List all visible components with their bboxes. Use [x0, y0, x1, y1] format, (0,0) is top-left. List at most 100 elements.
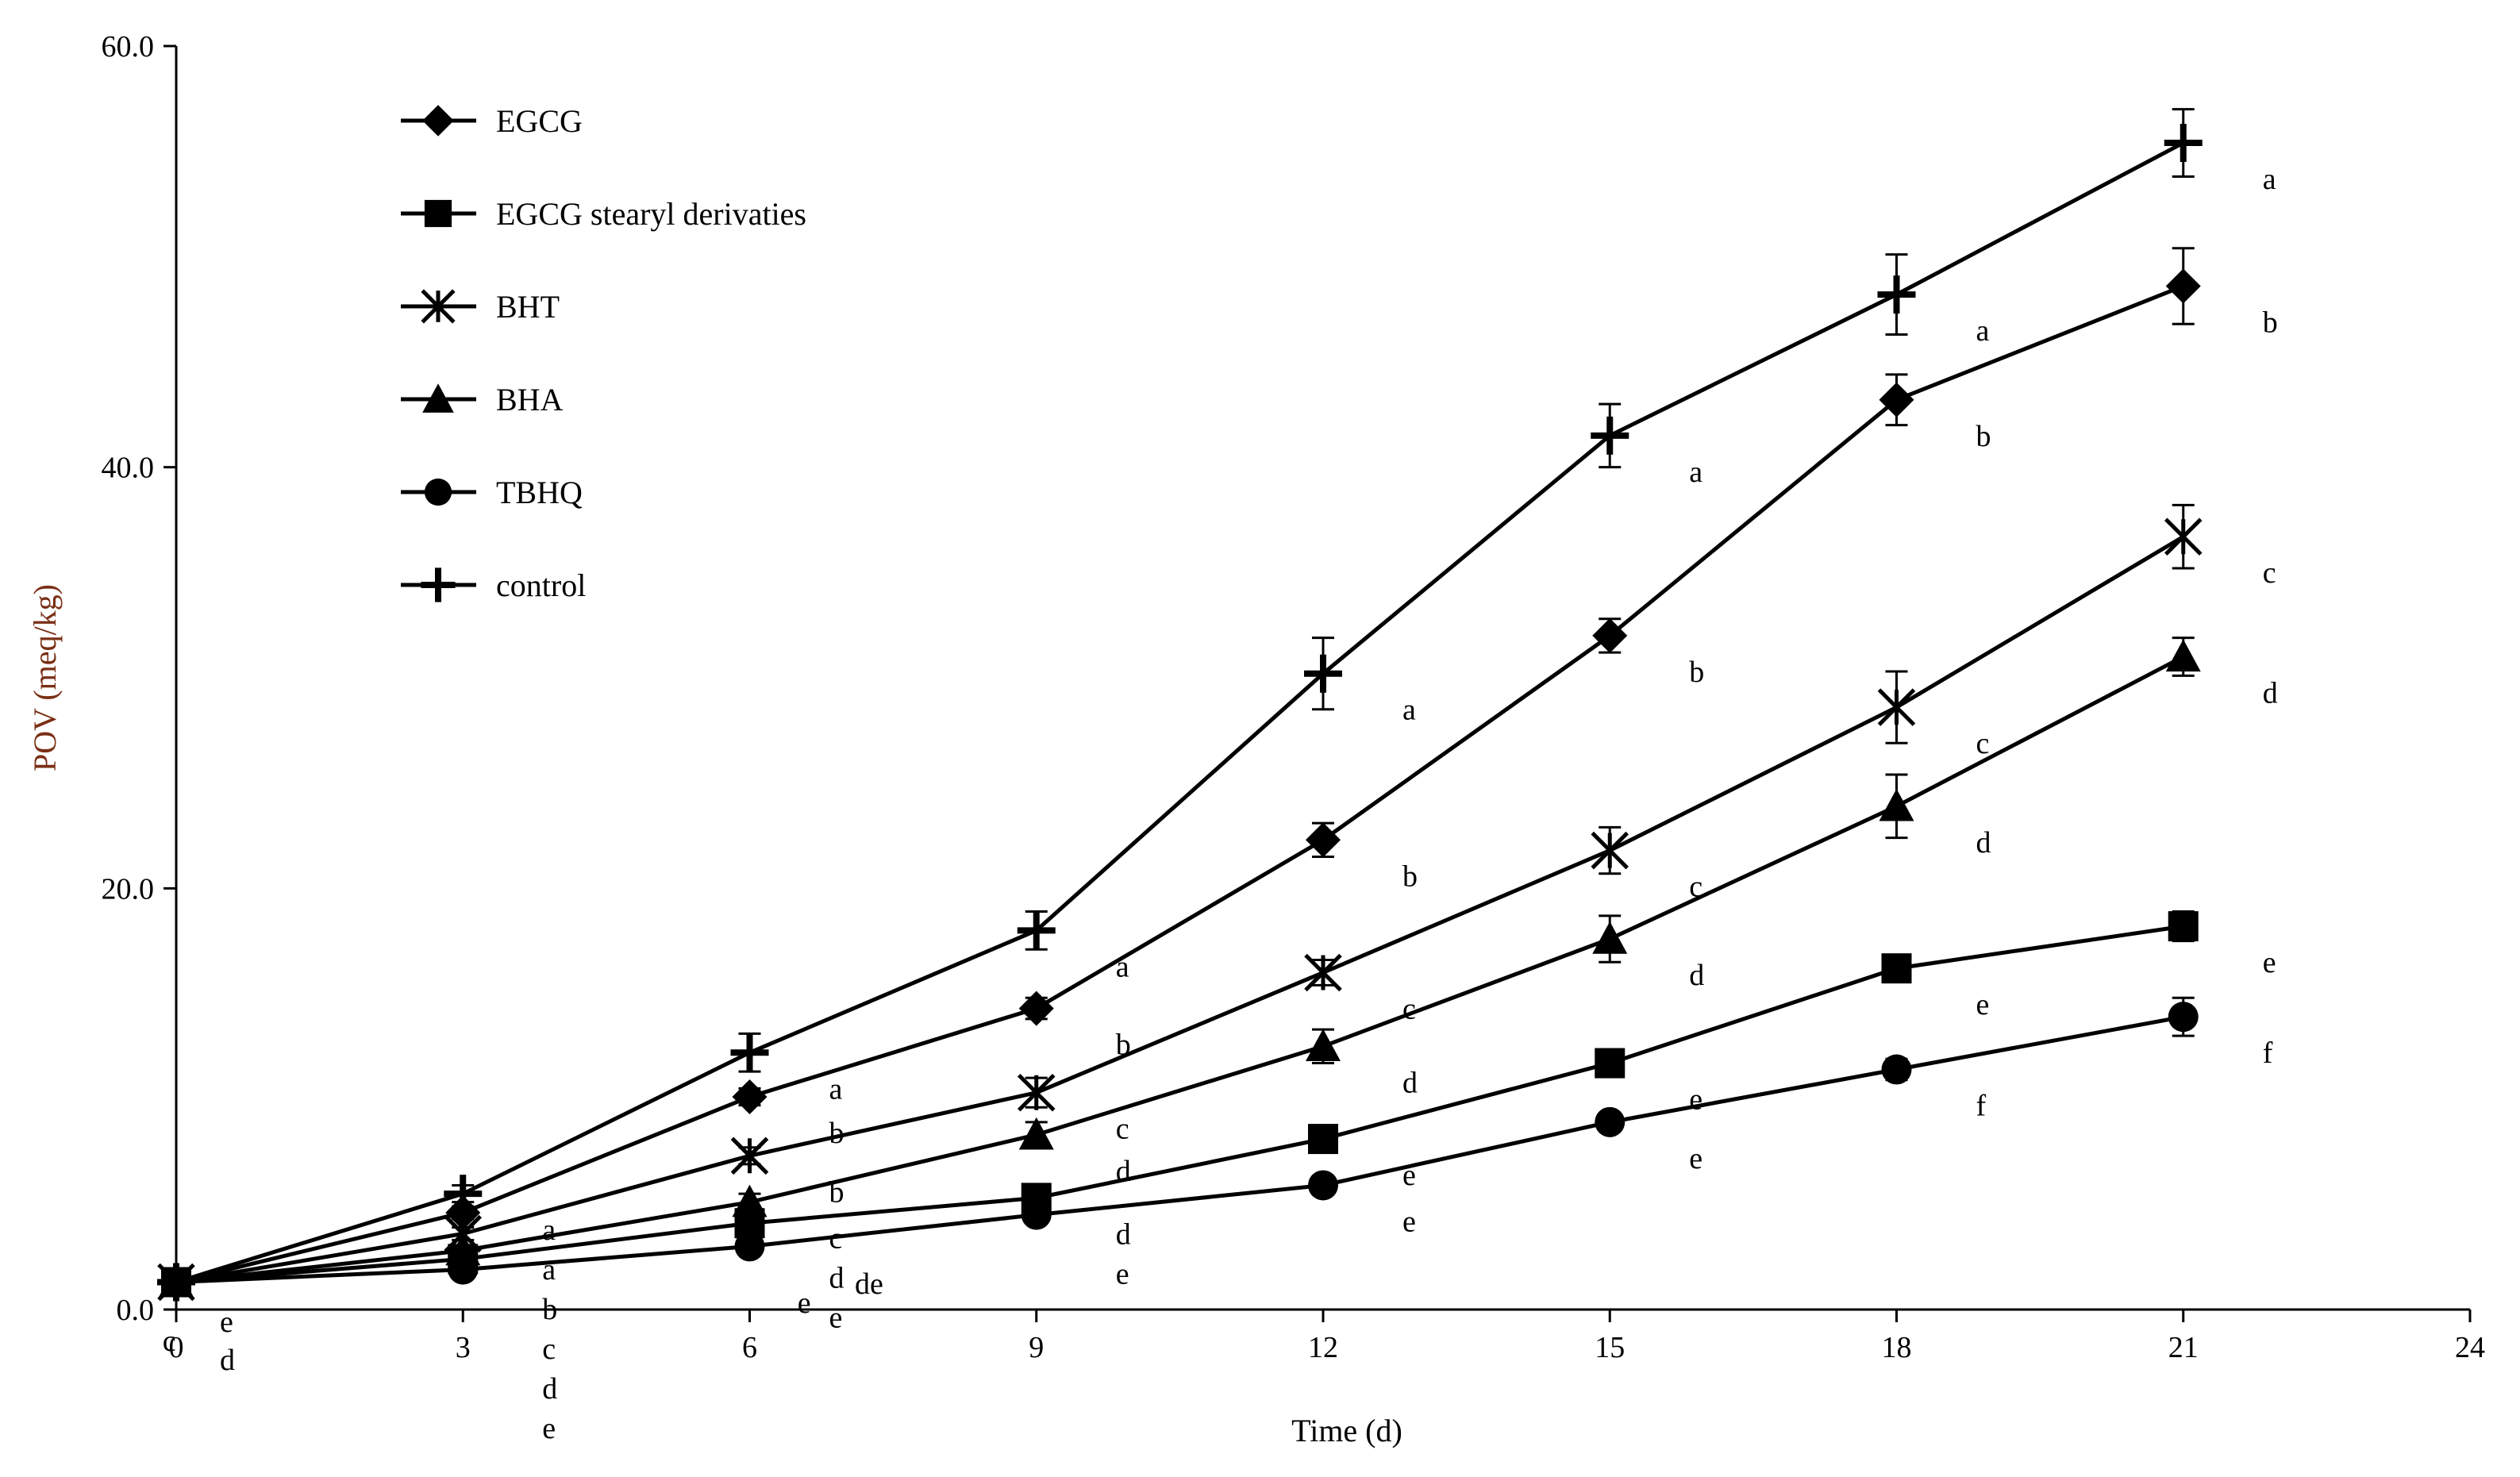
sig-label-s4-t6: f	[1976, 1090, 1987, 1123]
legend-marker-5	[421, 567, 456, 602]
sig-label-s5-t5: a	[1689, 456, 1702, 489]
sig-label-s4-t5: e	[1689, 1142, 1702, 1175]
y-axis-title: POV (meq/kg)	[27, 584, 63, 771]
series-2-point-2	[730, 1137, 769, 1175]
series-3-point-7	[2165, 639, 2201, 672]
series-5-point-3	[1017, 911, 1056, 950]
legend-marker-3	[422, 383, 454, 413]
sig-label-s1-t3: d	[1116, 1217, 1131, 1251]
series-3-point-6	[1879, 788, 1914, 821]
series-3-point-4	[1306, 1029, 1341, 1062]
x-tick-label-4: 12	[1308, 1331, 1338, 1364]
legend-label-3: BHA	[496, 382, 564, 417]
series-2-point-6	[1877, 688, 1916, 726]
series-2-line	[175, 535, 2185, 1284]
sig-label-s2-t6: c	[1976, 727, 1990, 760]
series-1-point-4	[1308, 1124, 1338, 1155]
y-tick-label-2: 40.0	[102, 452, 155, 485]
sig-label-s4-t7: f	[2263, 1037, 2273, 1070]
series-2-point-4	[1304, 953, 1342, 992]
legend-marker-1	[424, 199, 452, 228]
series-3-point-2	[732, 1184, 768, 1217]
series-4	[161, 996, 2199, 1298]
sig-label-s4-t3: e	[1116, 1257, 1129, 1290]
series-4-point-6	[1881, 1054, 1912, 1085]
legend-marker-0	[422, 105, 454, 137]
sig-label-s2-t2: b	[829, 1175, 844, 1209]
significance-labels: aabcdeabbcdeabcddeabcdeeabcdeeabcdefabcd…	[163, 163, 2278, 1445]
legend-item-3: BHA	[401, 382, 564, 417]
sig-label-s0-t3: b	[1116, 1029, 1131, 1062]
sig-label-s3-t6: d	[1976, 826, 1991, 860]
sig-label-s3-t4: d	[1402, 1066, 1418, 1099]
y-tick-label-0: 0.0	[117, 1294, 155, 1327]
extra-annotation-2: e	[220, 1306, 233, 1339]
sig-label-s3-t7: d	[2263, 676, 2278, 710]
legend-label-2: BHT	[496, 289, 560, 325]
sig-label-s3-t3: d	[1116, 1155, 1131, 1188]
sig-label-s5-t4: a	[1402, 694, 1416, 727]
series-4-point-1	[448, 1254, 479, 1285]
series-4-point-7	[2168, 1002, 2199, 1033]
sig-label-s0-t4: b	[1402, 860, 1418, 893]
series-0-point-5	[1592, 617, 1628, 653]
series-0-point-7	[2165, 268, 2201, 304]
legend-label-1: EGCG stearyl derivaties	[496, 196, 806, 232]
sig-label-s2-t7: c	[2263, 556, 2276, 590]
sig-label-s5-t7: a	[2263, 163, 2276, 196]
series-1-point-6	[1881, 953, 1912, 984]
legend-marker-4	[424, 478, 452, 506]
series-4-point-2	[734, 1231, 765, 1262]
series-0-point-4	[1306, 822, 1341, 858]
legend-item-5: control	[401, 567, 586, 603]
series-5-point-5	[1591, 416, 1629, 455]
series-3-point-5	[1592, 921, 1628, 954]
series-2-point-7	[2164, 517, 2203, 556]
x-tick-label-5: 15	[1595, 1331, 1625, 1364]
sig-label-s2-t4: c	[1402, 992, 1416, 1025]
y-tick-label-3: 60.0	[102, 30, 155, 63]
sig-label-s2-t5: c	[1689, 871, 1702, 904]
extra-annotation-4: d	[220, 1344, 235, 1377]
sig-label-s1-t6: e	[1976, 988, 1990, 1021]
legend-label-0: EGCG	[496, 103, 583, 139]
sig-label-s3-t1: c	[542, 1333, 556, 1366]
sig-label-s3-t2: c	[829, 1222, 843, 1256]
sig-label-s1-t2: d	[829, 1262, 844, 1295]
series-0-point-6	[1879, 382, 1914, 417]
sig-label-s0-t2: b	[829, 1117, 844, 1150]
extra-annotation-0: de	[855, 1267, 883, 1301]
series-2	[157, 503, 2203, 1302]
series-5-point-2	[730, 1033, 769, 1072]
legend-item-2: BHT	[401, 289, 560, 325]
sig-label-s5-t3: a	[1116, 950, 1129, 983]
sig-label-s2-t3: c	[1116, 1113, 1129, 1146]
legend-marker-2	[421, 289, 456, 324]
extra-annotation-1: e	[798, 1287, 811, 1320]
legend-label-4: TBHQ	[496, 475, 583, 510]
series-0-point-2	[732, 1079, 768, 1115]
series-3-point-3	[1018, 1117, 1054, 1150]
sig-label-s4-t1: e	[542, 1412, 556, 1445]
x-tick-label-1: 3	[456, 1331, 471, 1364]
series-5-line	[175, 140, 2184, 1284]
legend: EGCG EGCG stearyl derivaties BHT BHA TBHQ con…	[401, 103, 806, 603]
sig-label-s1-t4: e	[1402, 1159, 1416, 1192]
series-5-point-4	[1304, 654, 1342, 693]
x-tick-label-3: 9	[1029, 1331, 1044, 1364]
series-0-line	[175, 284, 2184, 1284]
sig-label-s4-t4: e	[1402, 1205, 1416, 1238]
axes: 0.0 20.0 40.0 60.0 0 3 6 9 12 15 18 21 24	[102, 30, 2486, 1364]
sig-label-s1-t5: e	[1689, 1083, 1702, 1117]
series-4-point-5	[1595, 1106, 1625, 1137]
series-2-point-5	[1591, 831, 1629, 870]
x-tick-label-8: 24	[2455, 1331, 2485, 1364]
series-1-point-5	[1595, 1048, 1625, 1079]
sig-label-s1-t7: e	[2263, 946, 2276, 979]
series-2-point-3	[1017, 1073, 1056, 1112]
sig-label-s0-t5: b	[1689, 656, 1704, 689]
x-tick-label-6: 18	[1882, 1331, 1912, 1364]
x-tick-label-2: 6	[742, 1331, 757, 1364]
series-0-point-3	[1018, 990, 1054, 1026]
